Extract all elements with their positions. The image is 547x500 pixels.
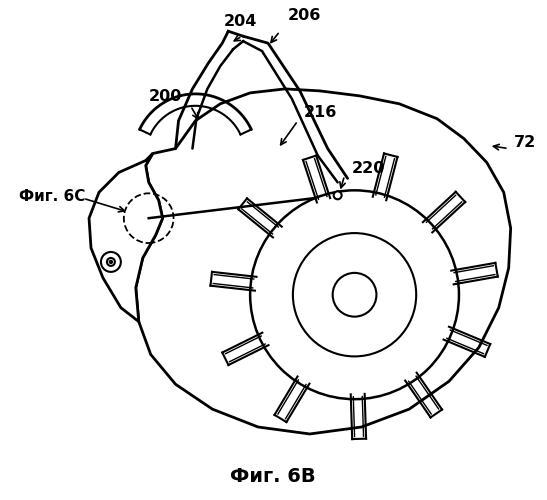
- Circle shape: [109, 260, 112, 264]
- Circle shape: [101, 252, 121, 272]
- Text: 204: 204: [224, 14, 257, 29]
- Circle shape: [293, 233, 416, 356]
- Circle shape: [334, 192, 342, 200]
- Text: Фиг. 6С: Фиг. 6С: [20, 189, 86, 204]
- Text: 72: 72: [514, 135, 536, 150]
- Text: 216: 216: [304, 106, 337, 120]
- Circle shape: [250, 190, 459, 399]
- Polygon shape: [89, 154, 162, 322]
- Text: Фиг. 6В: Фиг. 6В: [230, 467, 316, 486]
- Circle shape: [333, 273, 376, 316]
- Text: 220: 220: [352, 161, 385, 176]
- Text: 200: 200: [149, 90, 183, 104]
- Text: 206: 206: [288, 8, 321, 24]
- Polygon shape: [136, 89, 511, 434]
- Circle shape: [107, 258, 115, 266]
